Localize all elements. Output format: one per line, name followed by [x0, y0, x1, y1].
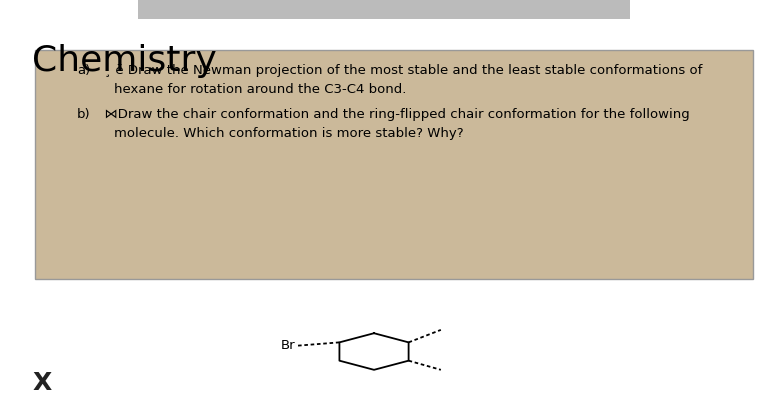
Text: Br: Br	[280, 339, 295, 352]
Bar	[138, 0, 630, 19]
Text: b): b)	[77, 108, 91, 121]
Text: a): a)	[77, 64, 90, 77]
Text: X: X	[32, 371, 51, 395]
Text: molecule. Which conformation is more stable? Why?: molecule. Which conformation is more sta…	[114, 127, 463, 140]
Text: hexane for rotation around the C3-C4 bond.: hexane for rotation around the C3-C4 bon…	[114, 83, 406, 96]
Bar	[35, 50, 753, 279]
Text: ⋈Draw the chair conformation and the ring-flipped chair conformation for the fol: ⋈Draw the chair conformation and the rin…	[96, 108, 690, 121]
Text: Chemistry: Chemistry	[32, 44, 217, 78]
Text: ¸ ē Draw the Newman projection of the most stable and the least stable conformat: ¸ ē Draw the Newman projection of the mo…	[96, 64, 703, 77]
